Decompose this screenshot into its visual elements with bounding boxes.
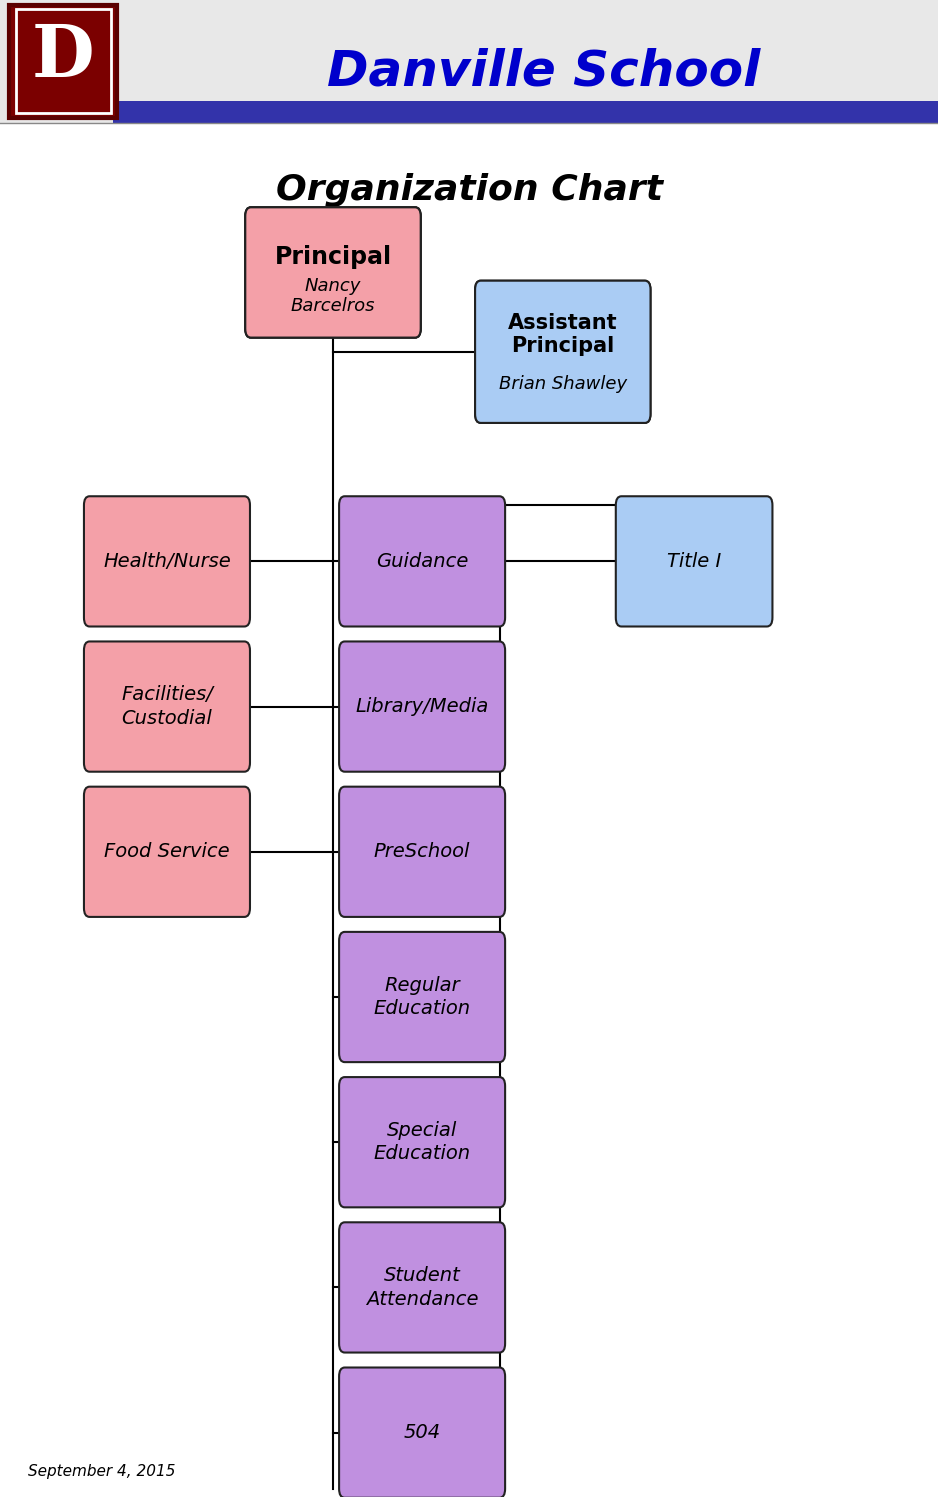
Text: Guidance: Guidance	[376, 552, 468, 570]
Text: Assistant
Principal: Assistant Principal	[508, 313, 617, 356]
Text: Student
Attendance: Student Attendance	[366, 1266, 478, 1308]
Text: Danville School: Danville School	[327, 48, 761, 96]
Text: Health/Nurse: Health/Nurse	[103, 552, 231, 570]
Text: Nancy
Barcelros: Nancy Barcelros	[291, 277, 375, 316]
Text: Regular
Education: Regular Education	[373, 976, 471, 1018]
Text: Nancy
Barcelros: Nancy Barcelros	[291, 278, 375, 316]
Text: Facilities/
Custodial: Facilities/ Custodial	[121, 686, 213, 728]
FancyBboxPatch shape	[340, 1078, 505, 1207]
Text: 504: 504	[403, 1424, 441, 1442]
Text: Brian Shawley: Brian Shawley	[499, 376, 627, 394]
FancyBboxPatch shape	[340, 931, 505, 1063]
Text: Food Service: Food Service	[104, 843, 230, 861]
FancyBboxPatch shape	[615, 496, 772, 626]
Text: Principal: Principal	[275, 244, 391, 269]
FancyBboxPatch shape	[475, 280, 650, 422]
Text: Nancy
Barcelros: Nancy Barcelros	[291, 278, 375, 316]
FancyBboxPatch shape	[83, 496, 250, 626]
Text: Organization Chart: Organization Chart	[276, 174, 662, 207]
FancyBboxPatch shape	[340, 496, 505, 626]
Text: Nancy
Barcelos: Nancy Barcelos	[295, 274, 371, 311]
FancyBboxPatch shape	[9, 4, 117, 118]
Text: Principal: Principal	[275, 247, 391, 271]
FancyBboxPatch shape	[340, 641, 505, 772]
FancyBboxPatch shape	[245, 208, 420, 337]
Text: Principal: Principal	[278, 246, 388, 265]
Text: Principal: Principal	[275, 244, 391, 269]
FancyBboxPatch shape	[16, 9, 111, 114]
FancyBboxPatch shape	[0, 0, 938, 123]
FancyBboxPatch shape	[83, 641, 250, 772]
Text: PreSchool: PreSchool	[374, 843, 470, 861]
FancyBboxPatch shape	[83, 787, 250, 916]
FancyBboxPatch shape	[245, 208, 420, 337]
Text: Assistant
Principal
Brian Shawley: Assistant Principal Brian Shawley	[489, 317, 637, 386]
Text: D: D	[32, 21, 95, 91]
FancyBboxPatch shape	[340, 787, 505, 916]
FancyBboxPatch shape	[340, 1368, 505, 1497]
Text: September 4, 2015: September 4, 2015	[28, 1464, 175, 1479]
Text: Nancy
Barcelros: Nancy Barcelros	[291, 278, 375, 316]
Text: Title I: Title I	[667, 552, 721, 570]
Text: Special
Education: Special Education	[373, 1121, 471, 1163]
FancyBboxPatch shape	[245, 208, 420, 337]
FancyBboxPatch shape	[340, 1222, 505, 1353]
Text: Nancy
Barcelros: Nancy Barcelros	[291, 277, 375, 316]
Text: Library/Media: Library/Media	[356, 698, 489, 716]
FancyBboxPatch shape	[475, 280, 650, 422]
FancyBboxPatch shape	[113, 100, 938, 123]
